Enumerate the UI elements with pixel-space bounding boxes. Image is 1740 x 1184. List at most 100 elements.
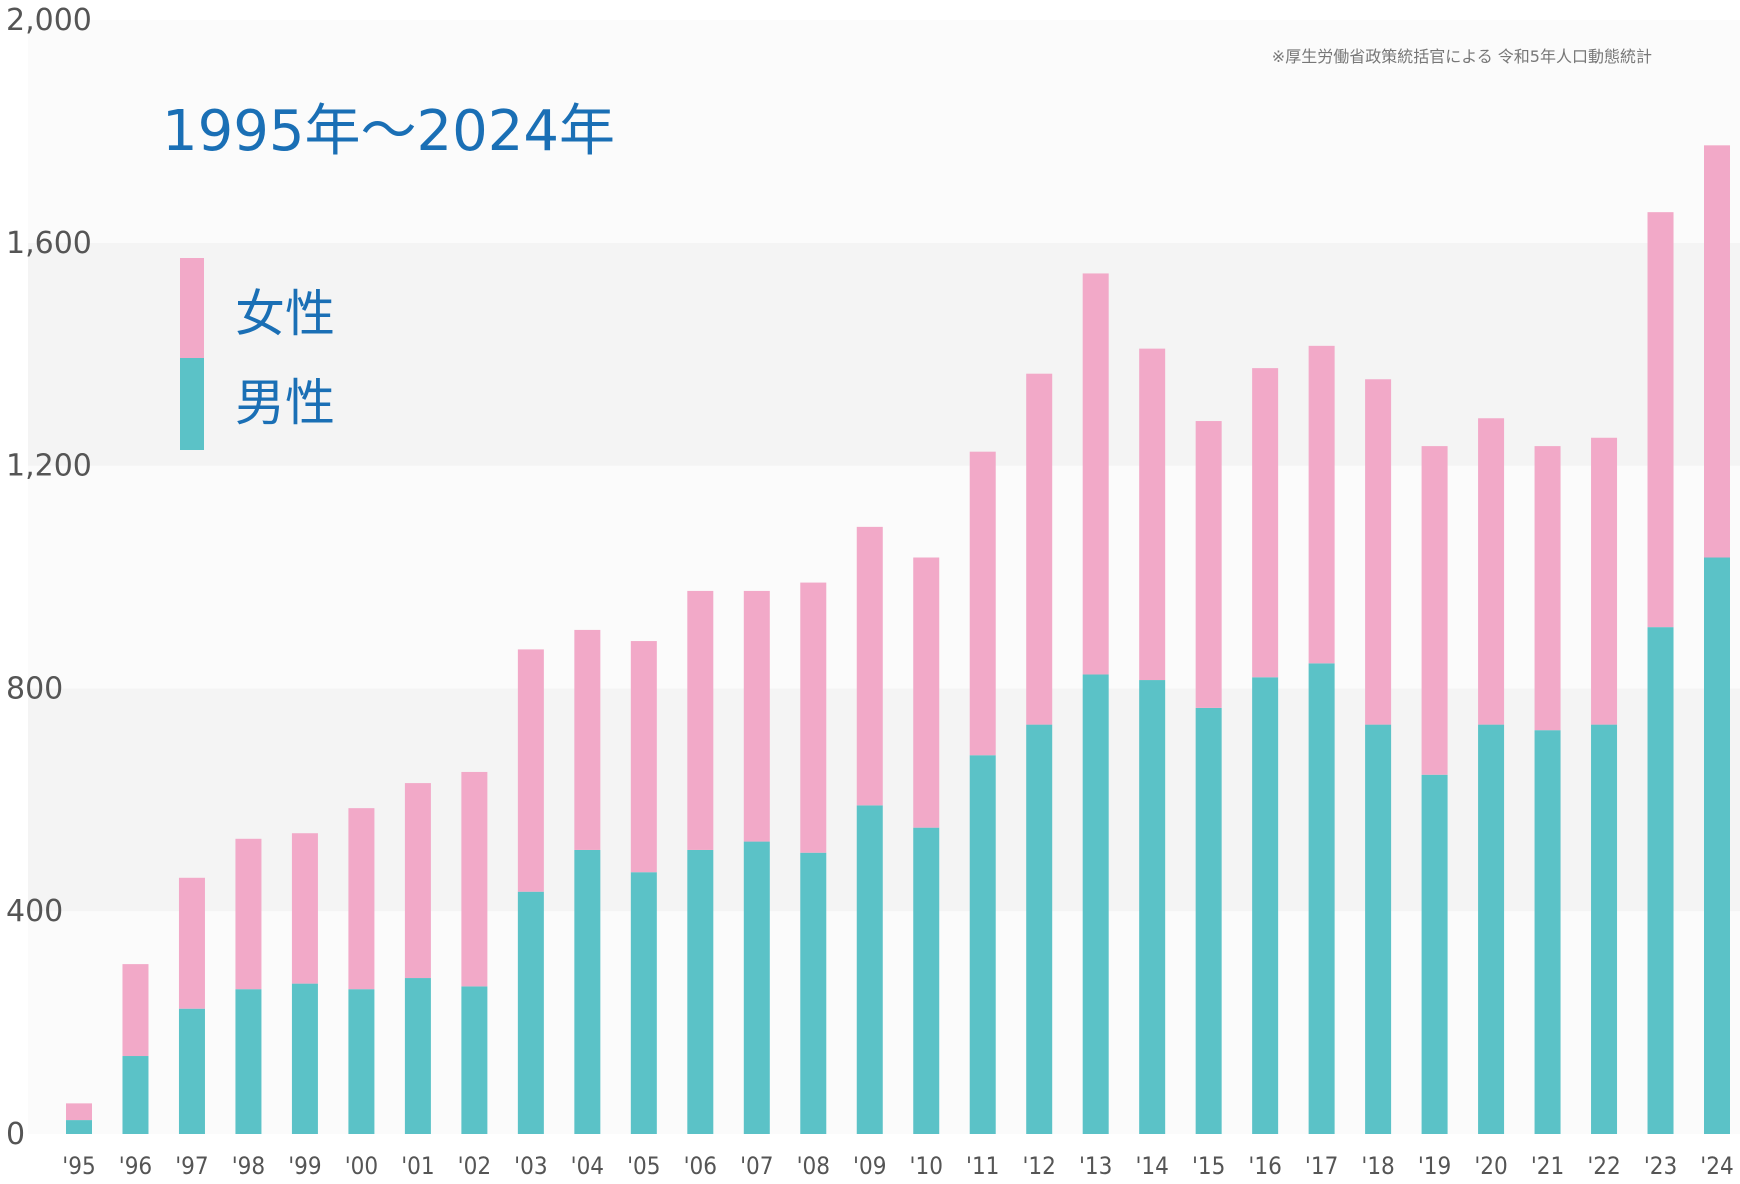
bar-segment-female	[122, 964, 149, 1057]
bar-segment-female	[461, 771, 488, 987]
bar-segment-male	[1704, 557, 1730, 1134]
bar-segment-female	[1026, 373, 1053, 725]
legend-swatch-female	[180, 258, 204, 358]
bar-segment-female	[1478, 418, 1505, 725]
x-tick-label: '17	[1305, 1152, 1338, 1180]
x-tick-label: '21	[1531, 1152, 1564, 1180]
bar-segment-male	[630, 872, 657, 1134]
bar-segment-male	[1534, 730, 1561, 1134]
legend: 女性 男性	[180, 258, 335, 450]
bar-segment-female	[1082, 273, 1109, 675]
x-tick-label: '18	[1361, 1152, 1394, 1180]
x-tick-label: '98	[232, 1152, 265, 1180]
x-tick-label: '15	[1192, 1152, 1225, 1180]
x-tick-label: '05	[627, 1152, 660, 1180]
bar-segment-female	[1308, 345, 1335, 664]
x-tick-label: '14	[1135, 1152, 1168, 1180]
bar-segment-male	[574, 849, 601, 1134]
x-tick-label: '02	[458, 1152, 491, 1180]
x-tick-label: '20	[1474, 1152, 1507, 1180]
x-tick-label: '16	[1248, 1152, 1281, 1180]
bar-segment-male	[1647, 627, 1674, 1134]
x-tick-label: '10	[910, 1152, 943, 1180]
bar-segment-male	[1252, 677, 1279, 1134]
chart-title: 1995年～2024年	[162, 99, 615, 164]
bar-segment-female	[1647, 212, 1674, 628]
y-tick-label: 400	[6, 894, 63, 929]
x-tick-label: '11	[966, 1152, 999, 1180]
bar-segment-male	[1082, 674, 1109, 1134]
bar-segment-female	[743, 590, 770, 842]
grid-band	[28, 465, 1740, 689]
bar-segment-male	[348, 989, 375, 1134]
bar-segment-female	[404, 783, 431, 979]
bar-segment-female	[1591, 437, 1618, 725]
bar-segment-male	[913, 827, 940, 1134]
x-tick-label: '96	[119, 1152, 152, 1180]
bar-segment-female	[235, 838, 262, 990]
bar-segment-female	[800, 582, 827, 853]
bar-segment-female	[1139, 348, 1166, 681]
bar-segment-female	[969, 451, 996, 756]
x-tick-label: '03	[514, 1152, 547, 1180]
bar-segment-female	[1704, 145, 1730, 558]
bar-segment-male	[743, 841, 770, 1134]
bar-segment-female	[66, 1103, 92, 1121]
y-tick-label: 1,200	[6, 449, 92, 484]
bar-segment-female	[687, 590, 714, 850]
bar-segment-female	[1421, 446, 1448, 775]
x-tick-label: '24	[1700, 1152, 1733, 1180]
legend-swatch-male	[180, 358, 204, 450]
x-tick-label: '95	[62, 1152, 95, 1180]
x-tick-label: '01	[401, 1152, 434, 1180]
bar-segment-male	[291, 983, 318, 1134]
bars	[66, 145, 1730, 1134]
bar-segment-male	[404, 978, 431, 1134]
legend-label-female: 女性	[235, 285, 335, 343]
x-tick-label: '13	[1079, 1152, 1112, 1180]
bar-segment-male	[178, 1008, 205, 1134]
x-tick-label: '07	[740, 1152, 773, 1180]
bar-segment-female	[1534, 446, 1561, 731]
bar-segment-male	[66, 1120, 92, 1134]
bar-segment-male	[1478, 724, 1505, 1134]
y-tick-label: 800	[6, 671, 63, 706]
x-tick-label: '00	[345, 1152, 378, 1180]
bar-segment-female	[178, 877, 205, 1009]
bar-segment-male	[800, 852, 827, 1134]
bar-segment-female	[291, 833, 318, 984]
x-tick-label: '04	[571, 1152, 604, 1180]
bar-segment-female	[1195, 421, 1222, 708]
bar-segment-female	[574, 629, 601, 850]
bar-segment-female	[913, 557, 940, 828]
bar-segment-female	[517, 649, 544, 892]
bar-segment-male	[1026, 724, 1053, 1134]
bar-segment-male	[1195, 707, 1222, 1134]
bar-segment-female	[348, 808, 375, 990]
bar-segment-male	[1365, 724, 1392, 1134]
bar-segment-male	[1591, 724, 1618, 1134]
bar-segment-female	[1252, 368, 1279, 678]
bar-segment-female	[630, 641, 657, 873]
legend-label-male: 男性	[235, 374, 335, 432]
x-tick-label: '12	[1023, 1152, 1056, 1180]
x-tick-label: '99	[288, 1152, 321, 1180]
y-tick-label: 0	[6, 1117, 25, 1152]
bar-segment-female	[1365, 379, 1392, 725]
x-tick-label: '22	[1587, 1152, 1620, 1180]
bar-segment-female	[856, 526, 883, 806]
x-tick-label: '97	[175, 1152, 208, 1180]
x-axis: '95 '96 '97 '98 '99 '00 '01 '02 '03 '04 '05 '06 '07 '…	[62, 1152, 1733, 1180]
y-tick-label: 2,000	[6, 3, 92, 38]
grid-bands	[28, 20, 1740, 1134]
bar-segment-male	[1139, 680, 1166, 1134]
bar-segment-male	[969, 755, 996, 1134]
bar-segment-male	[687, 849, 714, 1134]
bar-segment-male	[122, 1056, 149, 1134]
bar-segment-male	[1308, 663, 1335, 1134]
bar-segment-male	[461, 986, 488, 1134]
x-tick-label: '23	[1644, 1152, 1677, 1180]
bar-segment-male	[235, 989, 262, 1134]
grid-band	[28, 242, 1740, 466]
